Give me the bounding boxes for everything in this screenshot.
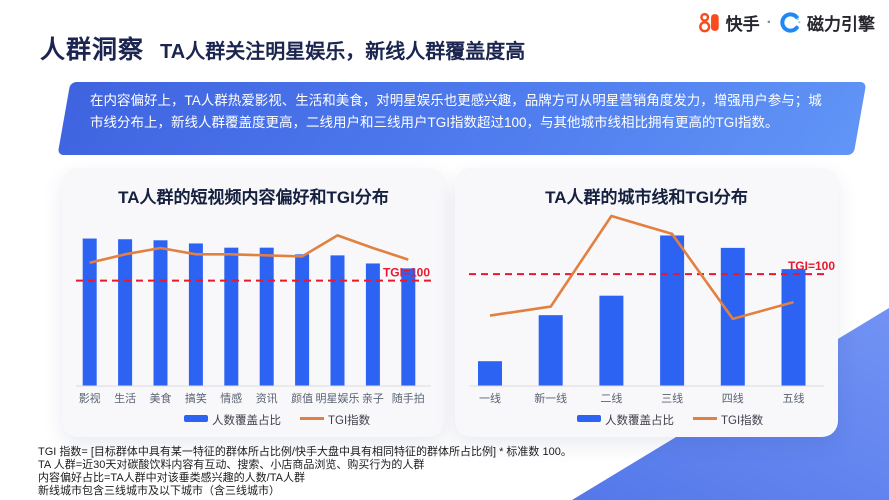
x-axis-label-4: 四线 [722, 391, 744, 405]
section-label: 人群洞察 [40, 36, 145, 64]
brand-logos: 快手 · 磁力引擎 [698, 10, 875, 35]
content-preference-chart-title: TA人群的短视频内容偏好和TGI分布 [118, 188, 389, 207]
tgi-line-series [489, 214, 794, 321]
legend-line-label: TGI指数 [721, 413, 764, 427]
bar-1 [538, 315, 563, 386]
x-axis-label-1: 生活 [114, 391, 136, 405]
bar-0 [478, 361, 502, 386]
x-axis-label-8: 亲子 [362, 391, 384, 405]
tgi-reference-label: TGI=100 [383, 266, 430, 280]
x-axis-label-6: 颜值 [291, 392, 313, 405]
kuaishou-logo-text: 快手 [725, 15, 760, 34]
bar-2 [153, 240, 168, 386]
x-axis-label-3: 搞笑 [185, 391, 207, 405]
bar-5 [259, 247, 274, 386]
legend-bar-swatch [577, 415, 601, 422]
tgi-line-series [89, 234, 409, 265]
footnote-line: TGI 指数= [目标群体中具有某一特征的群体所占比例/快手大盘中具有相同特征的… [38, 446, 572, 458]
page-header: 人群洞察 TA人群关注明星娱乐，新线人群覆盖度高 [40, 30, 525, 66]
x-axis-label-1: 新一线 [534, 391, 567, 405]
logo-separator: · [766, 13, 772, 31]
legend-bar-swatch [184, 415, 208, 422]
bar-2 [599, 295, 624, 386]
bar-7 [330, 255, 345, 386]
footnote-line: TA 人群=近30天对碳酸饮料内容有互动、搜索、小店商品浏览、购买行为的人群 [38, 459, 425, 471]
x-axis-label-7: 明星娱乐 [316, 391, 360, 405]
legend-line-label: TGI指数 [328, 413, 371, 427]
x-axis-label-0: 一线 [479, 391, 501, 405]
footnotes: TGI 指数= [目标群体中具有某一特征的群体所占比例/快手大盘中具有相同特征的… [38, 446, 572, 498]
x-axis-label-9: 随手拍 [392, 391, 425, 405]
summary-banner-text: 在内容偏好上，TA人群热爱影视、生活和美食，对明星娱乐也更感兴趣，品牌方可从明星… [90, 93, 822, 130]
tgi-reference-label: TGI=100 [788, 259, 835, 273]
x-axis-label-5: 资讯 [256, 392, 278, 405]
city-tier-chart-title: TA人群的城市线和TGI分布 [545, 188, 748, 207]
bar-5 [781, 269, 806, 386]
magnetic-engine-logo-icon [779, 11, 802, 34]
bar-0 [82, 238, 97, 386]
magnetic-engine-logo-text: 磁力引擎 [807, 15, 875, 34]
bar-3 [188, 243, 203, 386]
content-preference-chart-card: TA人群的短视频内容偏好和TGI分布 TGI=100 影视 生活 美食 搞笑 情感 资讯 颜值… [62, 168, 445, 437]
x-axis-label-2: 美食 [150, 391, 172, 405]
bar-4 [224, 247, 239, 386]
legend-bar-label: 人数覆盖占比 [212, 413, 281, 427]
bar-1 [118, 239, 133, 386]
bar-3 [660, 235, 685, 386]
city-tier-chart-card: TA人群的城市线和TGI分布 TGI=100 一线 新一线 二线 三线 四线 五线人数覆盖占… [455, 168, 838, 437]
bar-6 [295, 254, 310, 386]
bar-9 [401, 268, 416, 386]
x-axis-label-4: 情感 [220, 392, 242, 405]
x-axis-label-0: 影视 [79, 391, 101, 405]
x-axis-label-2: 二线 [600, 391, 622, 405]
footnote-line: 新线城市包含三线城市及以下城市（含三线城市） [38, 485, 280, 497]
x-axis-label-3: 三线 [661, 391, 683, 405]
summary-banner: 在内容偏好上，TA人群热爱影视、生活和美食，对明星娱乐也更感兴趣，品牌方可从明星… [57, 82, 867, 155]
footnote-line: 内容偏好占比=TA人群中对该垂类感兴趣的人数/TA人群 [38, 472, 305, 484]
legend-bar-label: 人数覆盖占比 [605, 413, 674, 427]
x-axis-label-5: 五线 [783, 391, 805, 405]
page-title: TA人群关注明星娱乐，新线人群覆盖度高 [160, 41, 526, 63]
bar-8 [365, 263, 380, 386]
kuaishou-logo-icon [698, 11, 721, 34]
